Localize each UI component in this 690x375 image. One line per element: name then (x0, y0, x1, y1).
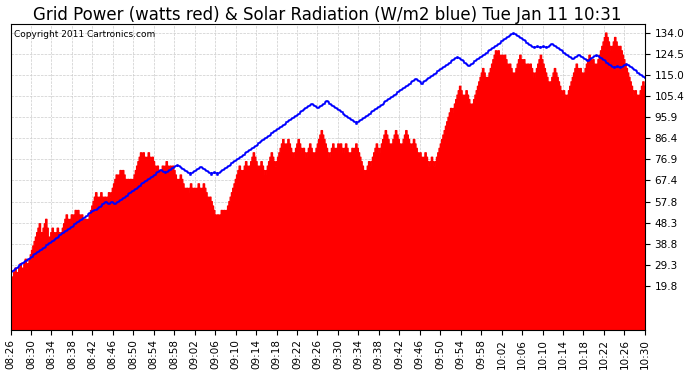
Title: Grid Power (watts red) & Solar Radiation (W/m2 blue) Tue Jan 11 10:31: Grid Power (watts red) & Solar Radiation… (33, 6, 622, 24)
Text: Copyright 2011 Cartronics.com: Copyright 2011 Cartronics.com (14, 30, 155, 39)
